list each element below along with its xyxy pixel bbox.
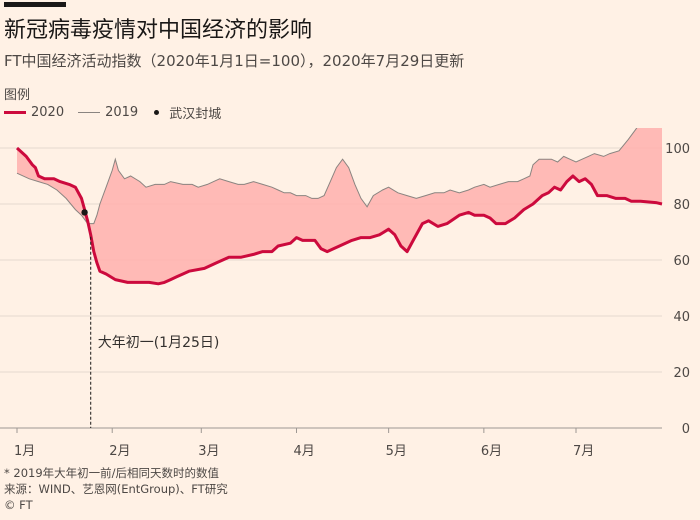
x-tick-label: 1月: [14, 444, 35, 458]
y-tick-label: 40: [673, 310, 690, 325]
x-tick-label: 6月: [481, 444, 502, 458]
legend-label-lockdown: 武汉封城: [169, 106, 222, 122]
legend: 2020 2019 武汉封城: [4, 103, 222, 122]
x-axis: 1月 2月 3月 4月 5月 6月 7月: [14, 428, 594, 458]
footnote-source: 来源：WIND、艺恩网(EntGroup)、FT研究: [4, 482, 228, 496]
legend-marker-lockdown: [154, 109, 160, 115]
x-tick-label: 3月: [198, 444, 219, 458]
chart-subtitle: FT中国经济活动指数（2020年1月1日=100），2020年7月29日更新: [4, 52, 465, 70]
lockdown-marker: [81, 209, 88, 216]
chart-title: 新冠病毒疫情对中国经济的影响: [4, 18, 313, 43]
footnote-credit: © FT: [4, 498, 33, 512]
legend-label-2020: 2020: [31, 104, 65, 120]
footnote: * 2019年大年初一前/后相同天数时的数值 来源：WIND、艺恩网(EntGr…: [4, 465, 228, 513]
y-tick-label: 80: [673, 198, 690, 213]
legend-swatch-2019: [78, 111, 101, 113]
x-tick-label: 2月: [109, 444, 130, 458]
y-tick-label: 100: [665, 142, 690, 157]
x-tick-label: 5月: [386, 444, 407, 458]
x-tick-label: 7月: [573, 444, 594, 458]
annotation-label: 大年初一(1月25日): [98, 334, 220, 351]
x-tick-label: 4月: [294, 444, 315, 458]
y-axis: 0 20 40 60 80 100: [665, 142, 690, 437]
legend-title: 图例: [4, 88, 31, 103]
series-line-2020: [15, 146, 663, 286]
y-tick-label: 60: [673, 254, 690, 269]
legend-label-2019: 2019: [105, 104, 139, 120]
footnote-note: * 2019年大年初一前/后相同天数时的数值: [4, 466, 220, 480]
brand-bar: [4, 2, 66, 7]
line-chart: 0 20 40 60 80 100 1月 2月 3月 4月 5月 6月 7月 大年初一(1月25日): [0, 128, 690, 458]
series-line-2019: [16, 128, 638, 225]
y-tick-label: 20: [673, 366, 690, 381]
gap-fill-area: [17, 128, 662, 284]
legend-swatch-2020: [4, 110, 26, 114]
y-tick-label: 0: [682, 422, 690, 437]
